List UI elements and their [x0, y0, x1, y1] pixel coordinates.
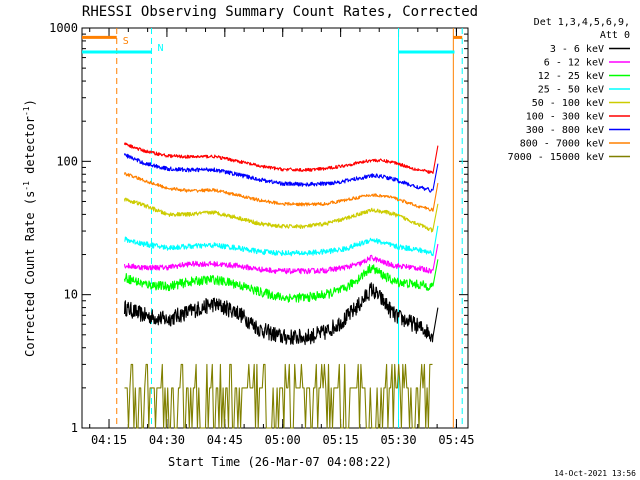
x-tick-label: 05:15 [323, 433, 359, 447]
y-tick-label: 1 [71, 421, 78, 435]
legend-item-label: 50 - 100 keV [532, 98, 604, 109]
time-markers: SN [82, 28, 463, 428]
y-tick-label: 100 [56, 154, 78, 168]
legend-item-label: 100 - 300 keV [526, 112, 604, 123]
flag-marker-label: N [157, 43, 163, 54]
y-axis-ticks: 1 10 100 1000 [49, 21, 468, 435]
x-axis-label: Start Time (26-Mar-07 04:08:22) [168, 455, 392, 469]
y-axis-label-part2: detector [23, 116, 37, 181]
x-tick-label: 05:30 [380, 433, 416, 447]
plot-area: 1 10 100 1000 04:15 04:30 04:45 05:00 05:15 05:3… [49, 21, 474, 447]
x-tick-label: 05:45 [438, 433, 474, 447]
x-tick-label: 04:45 [207, 433, 243, 447]
series-line-6 [123, 142, 439, 174]
legend: Det 1,3,4,5,6,9, Att 0 3 - 6 keV 6 - 12 k… [508, 17, 630, 163]
plot-frame [81, 27, 469, 429]
legend-header-line2: Att 0 [600, 30, 630, 41]
series-line-5 [123, 197, 439, 233]
y-axis-label-exp2: -1 [22, 106, 31, 116]
legend-item-label: 25 - 50 keV [538, 85, 604, 96]
legend-header-line1: Det 1,3,4,5,6,9, [534, 17, 630, 28]
footer-timestamp: 14-Oct-2021 13:56 [554, 469, 636, 478]
series-line-1 [123, 282, 439, 346]
legend-item-label: 800 - 7000 keV [520, 139, 604, 150]
legend-items: 3 - 6 keV 6 - 12 keV 12 - 25 keV 25 - 50 ke… [508, 44, 630, 163]
x-tick-label: 04:15 [91, 433, 127, 447]
legend-item-label: 12 - 25 keV [538, 71, 604, 82]
series-layer [123, 142, 439, 429]
x-tick-label: 05:00 [265, 433, 301, 447]
series-line-9 [124, 363, 433, 429]
y-axis-label-part1: Corrected Count Rate (s [23, 191, 37, 357]
chart-title: RHESSI Observing Summary Count Rates, Co… [82, 4, 478, 20]
x-axis-ticks: 04:15 04:30 04:45 05:00 05:15 05:30 05:45 [89, 28, 474, 447]
y-tick-label: 1000 [49, 21, 78, 35]
series-line-8 [123, 172, 439, 212]
y-axis-label-part3: ) [23, 99, 37, 106]
series-line-4 [124, 225, 439, 257]
y-axis-label: Corrected Count Rate (s-1 detector-1) [22, 99, 37, 357]
y-tick-label: 10 [64, 288, 78, 302]
y-axis-label-exp1: -1 [22, 181, 31, 191]
series-line-3 [123, 259, 439, 303]
legend-item-label: 300 - 800 keV [526, 125, 604, 136]
legend-item-label: 7000 - 15000 keV [508, 152, 604, 163]
series-line-2 [123, 243, 439, 275]
series-line-7 [123, 153, 439, 193]
legend-item-label: 3 - 6 keV [550, 44, 604, 55]
x-tick-label: 04:30 [149, 433, 185, 447]
flag-marker-label: S [123, 36, 129, 47]
legend-item-label: 6 - 12 keV [544, 58, 604, 69]
